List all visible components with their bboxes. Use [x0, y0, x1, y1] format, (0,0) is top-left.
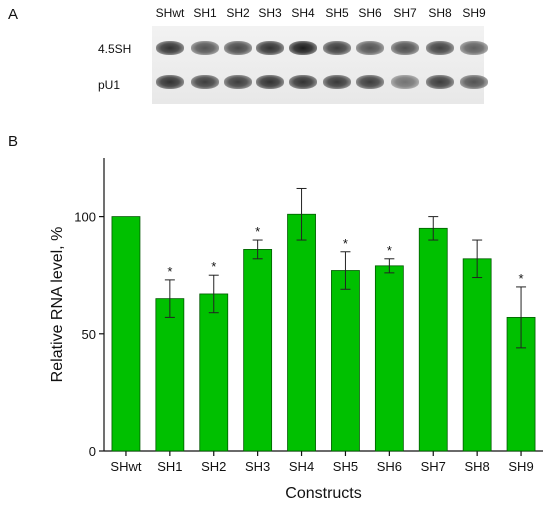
- blot-band: [156, 75, 184, 89]
- error-bar: [208, 274, 219, 314]
- x-tick-label: SH2: [201, 459, 226, 474]
- blot-band: [460, 75, 488, 89]
- significance-mark: *: [211, 259, 216, 274]
- significance-mark: *: [387, 243, 392, 258]
- x-tick-label: SHwt: [110, 459, 141, 474]
- blot-band: [224, 75, 252, 89]
- chart-significance-marks: * * * * * *: [167, 224, 523, 286]
- blot-band: [356, 75, 384, 89]
- y-tick-label: 50: [82, 327, 96, 342]
- blot-band: [391, 41, 419, 55]
- bar: [374, 265, 404, 452]
- blot-lane-label: SH1: [193, 6, 217, 20]
- significance-mark: *: [343, 236, 348, 251]
- panel-label-a: A: [8, 6, 19, 23]
- error-bar: [428, 216, 439, 241]
- error-bar: [164, 279, 175, 318]
- x-axis-title: Constructs: [285, 485, 361, 502]
- y-tick-label: 100: [74, 210, 96, 225]
- blot-band: [323, 41, 351, 55]
- error-bar: [252, 239, 263, 260]
- x-tick-label: SH6: [377, 459, 402, 474]
- blot-band: [323, 75, 351, 89]
- bar: [462, 258, 492, 452]
- x-tick-label: SH8: [465, 459, 490, 474]
- bar: [155, 298, 185, 452]
- blot-lane-label: SH3: [258, 6, 282, 20]
- chart-bars: [111, 213, 536, 452]
- blot-row-label-4-5sh: 4.5SH: [98, 42, 132, 56]
- chart-error-bars: [164, 187, 527, 349]
- x-tick-label: SH4: [289, 459, 314, 474]
- error-bar: [296, 187, 307, 241]
- blot-band: [191, 75, 219, 89]
- error-bar: [340, 251, 351, 290]
- x-tick-label: SH7: [421, 459, 446, 474]
- error-bar: [384, 258, 395, 274]
- blot-lane-label: SHwt: [155, 6, 185, 20]
- blot-band: [156, 41, 184, 55]
- blot-lane-label: SH4: [291, 6, 315, 20]
- bar: [418, 227, 448, 452]
- x-tick-label: SH3: [245, 459, 270, 474]
- bar: [331, 270, 360, 452]
- blot-band: [460, 41, 488, 55]
- y-axis-title: Relative RNA level, %: [49, 227, 66, 383]
- blot-lane-label: SH8: [428, 6, 452, 20]
- blot-band: [391, 75, 419, 89]
- bar: [243, 249, 273, 452]
- x-tick-label: SH1: [157, 459, 182, 474]
- blot-lane-label: SH7: [393, 6, 417, 20]
- blot-band: [289, 41, 317, 55]
- blot-band: [256, 75, 284, 89]
- blot-band: [191, 41, 219, 55]
- bar: [287, 213, 316, 452]
- significance-mark: *: [167, 264, 172, 279]
- chart-x-tick-labels: SHwt SH1 SH2 SH3 SH4 SH5 SH6 SH7 SH8 SH9: [110, 459, 533, 474]
- bar: [199, 293, 229, 452]
- blot-band: [356, 41, 384, 55]
- x-tick-label: SH5: [333, 459, 358, 474]
- bar: [111, 216, 141, 452]
- blot-lane-label: SH5: [325, 6, 349, 20]
- blot-background: [152, 26, 484, 104]
- blot-band: [256, 41, 284, 55]
- significance-mark: *: [519, 271, 524, 286]
- error-bar: [472, 239, 483, 279]
- y-tick-label: 0: [89, 444, 96, 459]
- error-bar: [516, 286, 527, 349]
- significance-mark: *: [255, 224, 260, 239]
- x-tick-label: SH9: [508, 459, 533, 474]
- blot-row-label-pu1: pU1: [98, 78, 121, 92]
- blot-band: [426, 41, 454, 55]
- blot-band: [289, 75, 317, 89]
- chart-y-tick-labels: 0 50 100: [74, 210, 96, 459]
- blot-lane-label: SH2: [226, 6, 250, 20]
- blot-band: [224, 41, 252, 55]
- blot-band: [426, 75, 454, 89]
- blot-lane-label: SH9: [462, 6, 486, 20]
- panel-label-b: B: [8, 133, 19, 150]
- blot-lane-label: SH6: [358, 6, 382, 20]
